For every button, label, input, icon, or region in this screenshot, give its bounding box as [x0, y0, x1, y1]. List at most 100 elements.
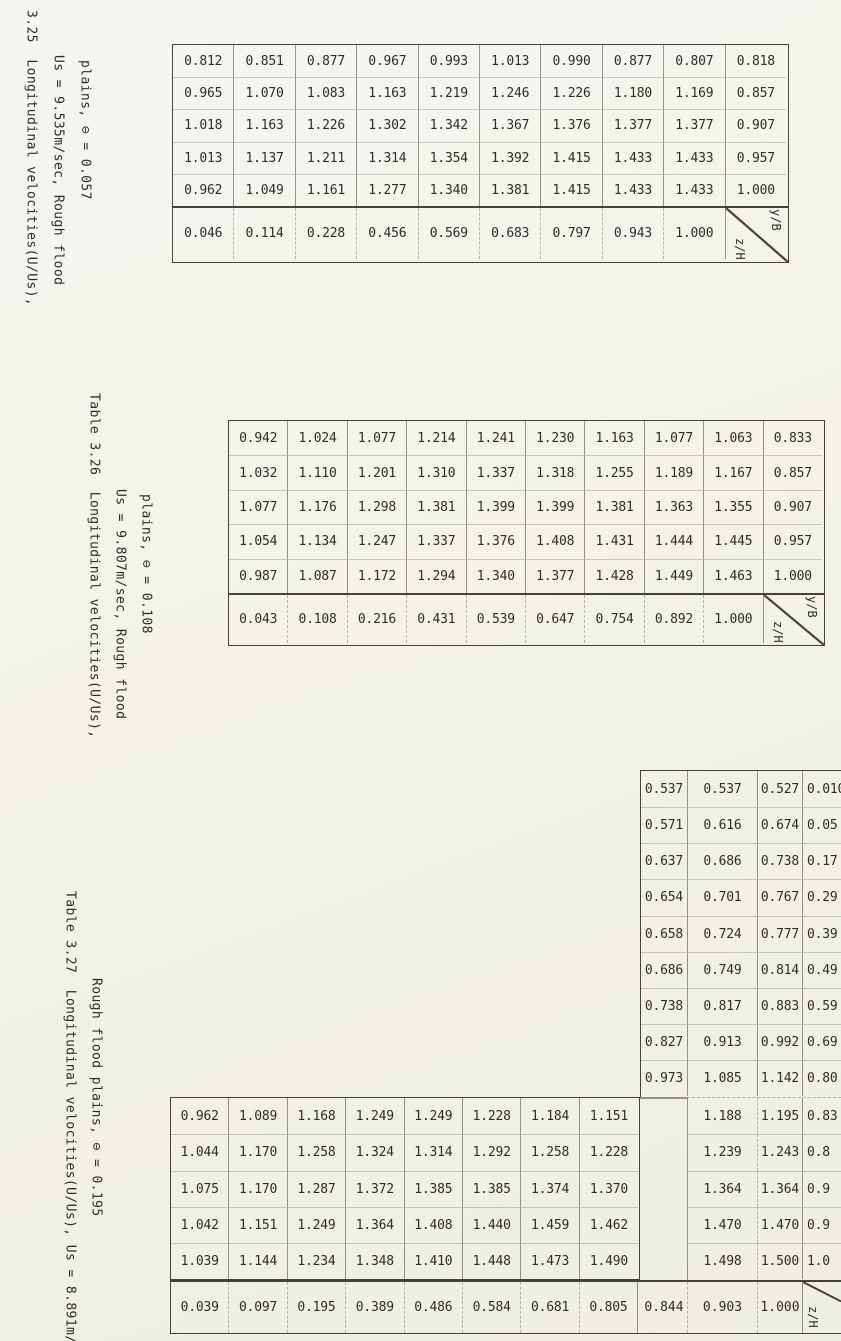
value-cell: 1.018 [173, 109, 235, 142]
value-cell: 1.377 [602, 109, 665, 142]
value-cell: 0.683 [480, 208, 542, 259]
caption-line: Us = 9.807m/sec, Rough flood [112, 489, 128, 720]
zH-label: z/H [806, 1306, 820, 1328]
value-cell: 1.314 [404, 1134, 463, 1171]
value-cell: 0.043 [229, 595, 289, 643]
yb-coordinate-row: 0.046 0.114 0.228 0.456 0.569 0.683 0.797 0.943… [173, 208, 726, 259]
value-cell: 1.211 [295, 141, 358, 174]
value-cell: 0.17 [803, 843, 841, 879]
value-cell: 0.797 [541, 208, 603, 259]
value-cell: 1.342 [418, 109, 480, 142]
value-cell: 1.167 [704, 455, 764, 490]
table-3-27-bottom-row: 0.039 0.097 0.195 0.389 0.486 0.584 0.681 0.805… [170, 1282, 841, 1334]
value-cell: 1.234 [287, 1243, 347, 1280]
value-cell: 1.032 [229, 455, 289, 490]
value-cell: 0.833 [773, 430, 812, 446]
value-cell: 0.486 [405, 1282, 463, 1333]
value-cell: 0.777 [758, 915, 803, 952]
value-cell: 1.381 [585, 489, 645, 525]
value-cell: 0.39 [803, 915, 841, 952]
value-cell: 1.324 [346, 1134, 405, 1171]
yb-coordinate-row: 0.039 0.097 0.195 0.389 0.486 0.584 0.681 0.805 [171, 1282, 641, 1333]
value-cell: 1.077 [348, 421, 408, 456]
value-cell: 1.188 [688, 1098, 758, 1135]
value-cell: 0.108 [288, 595, 348, 643]
value-cell: 1.243 [758, 1134, 803, 1171]
value-cell: 1.433 [664, 141, 726, 174]
value-cell: 1.168 [288, 1098, 347, 1135]
value-cell: 1.180 [602, 77, 665, 110]
value-cell: 0.749 [688, 951, 758, 988]
value-cell: 1.195 [758, 1098, 803, 1135]
table-3-27-upper-block: 0.5370.5370.5270.0100.5710.6160.6740.050… [640, 770, 841, 1097]
value-cell: 1.087 [288, 558, 348, 593]
value-cell: 1.470 [758, 1206, 803, 1244]
value-cell: 1.054 [229, 524, 289, 559]
value-cell: 1.170 [229, 1170, 288, 1207]
value-cell: 0.907 [763, 489, 822, 524]
value-cell: 0.993 [419, 45, 480, 78]
value-cell: 1.292 [462, 1134, 522, 1171]
value-cell: 0.724 [688, 915, 758, 952]
diagonal-line [803, 1282, 841, 1333]
value-cell: 0.29 [803, 879, 841, 915]
value-cell: 1.340 [418, 173, 480, 206]
caption-line: Rough flood plains, ⊖ = 0.195 [88, 978, 104, 1217]
value-cell: 0.857 [763, 455, 822, 489]
value-cell: 0.654 [641, 879, 688, 916]
value-cell: 1.144 [229, 1243, 288, 1280]
value-cell: 0.844 [641, 1282, 688, 1333]
table-3-27-main-block: 0.962 1.089 1.168 1.249 1.249 1.228 1.184 1.151… [170, 1097, 640, 1280]
value-cell: 1.355 [704, 489, 764, 525]
value-cell: 1.249 [405, 1098, 463, 1135]
value-cell: 0.907 [725, 109, 786, 141]
value-cell: 1.448 [462, 1243, 522, 1280]
value-cell: 0.537 [641, 771, 688, 808]
value-cell: 1.134 [288, 524, 348, 559]
value-cell: 0.216 [348, 595, 408, 643]
value-cell: 1.089 [229, 1098, 288, 1135]
value-cell: 1.354 [418, 141, 480, 174]
value-cell: 1.226 [295, 109, 358, 142]
value-cell: 1.374 [521, 1170, 580, 1207]
diagonal-line [764, 595, 824, 645]
value-cell: 1.340 [466, 558, 526, 593]
value-cell: 1.189 [644, 455, 705, 490]
value-cell: 1.376 [541, 109, 603, 142]
value-cell: 0.584 [463, 1282, 522, 1333]
value-cell: 1.473 [521, 1243, 580, 1280]
value-cell: 1.277 [357, 173, 419, 206]
value-cell: 1.169 [664, 77, 726, 110]
value-cell: 0.010 [807, 781, 841, 797]
value-cell: 0.046 [173, 208, 235, 259]
value-cell: 1.367 [479, 109, 542, 142]
value-cell: 0.647 [526, 595, 586, 643]
heavy-separator [170, 1280, 841, 1282]
caption-line: 3.25 Longitudinal velocities(U/Us), [23, 10, 39, 307]
value-cell: 1.410 [404, 1243, 463, 1280]
value-cell: 0.59 [803, 987, 841, 1024]
value-cell: 1.449 [644, 558, 705, 593]
value-cell: 1.463 [704, 558, 764, 593]
value-cell: 0.962 [173, 173, 235, 206]
value-cell: 1.063 [704, 421, 764, 456]
yB-label: y/B [769, 209, 783, 231]
value-cell: 1.381 [407, 489, 467, 525]
value-cell: 1.444 [644, 524, 705, 559]
value-cell: 0.942 [229, 421, 289, 456]
value-cell: 0.990 [541, 45, 603, 78]
value-cell: 1.249 [346, 1098, 405, 1135]
value-cell: 1.176 [288, 489, 348, 525]
value-cell: 1.110 [288, 455, 348, 490]
value-cell: 1.163 [357, 77, 419, 110]
value-cell: 1.399 [525, 489, 586, 525]
yb-coordinate-row: 0.043 0.108 0.216 0.431 0.539 0.647 0.754 0.892… [229, 595, 764, 643]
value-cell: 1.000 [704, 595, 764, 643]
value-cell: 1.445 [704, 524, 764, 559]
value-cell: 1.385 [462, 1170, 522, 1207]
value-cell: 1.0 [803, 1243, 841, 1279]
velocity-grid: 0.942 1.024 1.077 1.214 1.241 1.230 1.163 1.077… [229, 421, 822, 593]
value-cell: 0.903 [688, 1282, 758, 1333]
value-cell: 1.498 [688, 1243, 758, 1280]
heavy-separator [229, 593, 824, 595]
